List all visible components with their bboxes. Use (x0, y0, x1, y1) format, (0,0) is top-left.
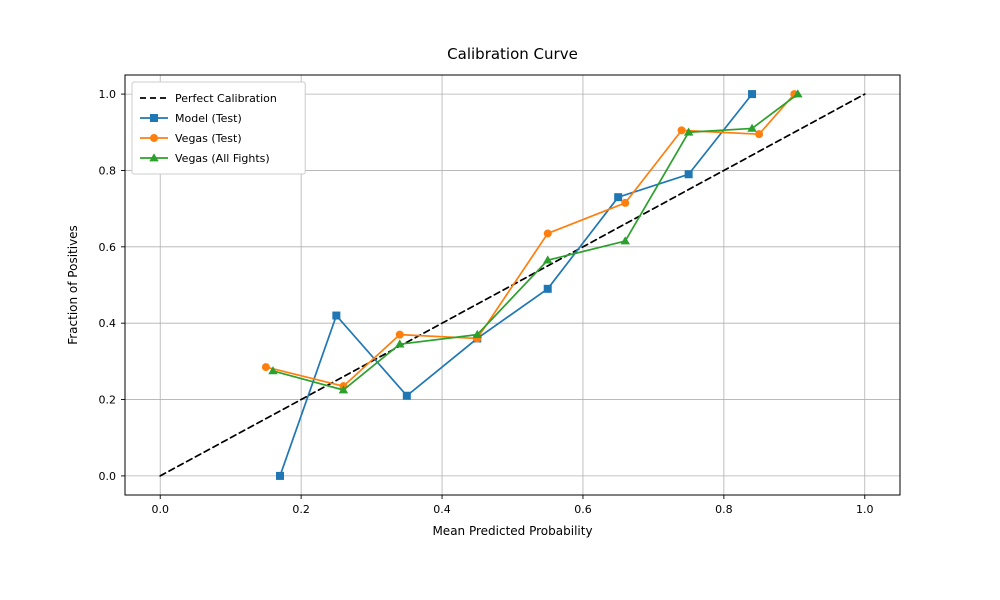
y-axis-label: Fraction of Positives (66, 225, 80, 345)
legend-label: Perfect Calibration (175, 92, 277, 105)
x-axis-label: Mean Predicted Probability (432, 524, 592, 538)
y-tick-label: 0.2 (99, 394, 117, 407)
chart-container: 0.0 0.2 0.4 0.6 0.8 1.0 0.0 0.2 0.4 0.6 0.8 1.0 Mean… (0, 0, 1000, 600)
y-tick-label: 0.0 (99, 470, 117, 483)
x-tick-label: 0.6 (574, 503, 592, 516)
calibration-chart: 0.0 0.2 0.4 0.6 0.8 1.0 0.0 0.2 0.4 0.6 0.8 1.0 Mean… (0, 0, 1000, 600)
y-tick-label: 0.4 (99, 317, 117, 330)
x-tick-label: 0.2 (292, 503, 310, 516)
legend-label: Model (Test) (175, 112, 242, 125)
x-tick-label: 0.8 (715, 503, 733, 516)
y-tick-label: 0.6 (99, 241, 117, 254)
x-tick-label: 1.0 (856, 503, 874, 516)
y-tick-label: 1.0 (99, 88, 117, 101)
legend-label: Vegas (All Fights) (175, 152, 270, 165)
y-tick-label: 0.8 (99, 164, 117, 177)
legend: Perfect Calibration Model (Test) Vegas (Te… (132, 82, 305, 174)
legend-label: Vegas (Test) (175, 132, 242, 145)
x-tick-label: 0.0 (151, 503, 169, 516)
x-tick-label: 0.4 (433, 503, 451, 516)
chart-title: Calibration Curve (447, 45, 578, 63)
